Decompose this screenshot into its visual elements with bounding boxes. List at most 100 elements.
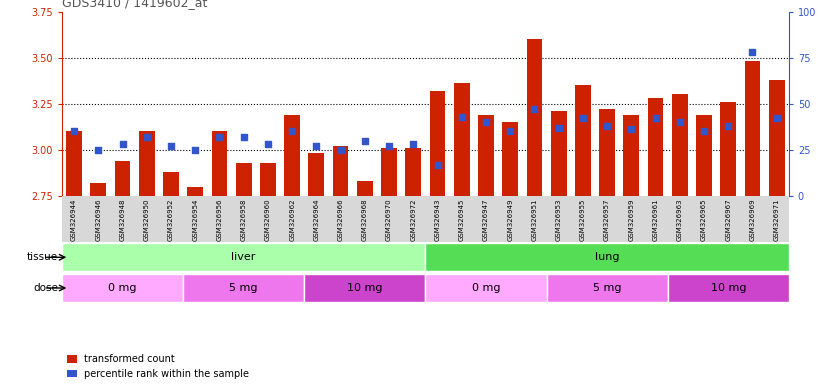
Point (479, 119, 492, 125)
Bar (357, 181, 373, 196)
Bar (381, 148, 397, 196)
Point (68, 128, 81, 134)
Bar (744, 61, 761, 196)
Text: GSM326952: GSM326952 (168, 198, 174, 240)
Point (455, 114, 468, 120)
Point (673, 119, 686, 125)
Text: GSM326967: GSM326967 (725, 198, 731, 241)
Text: GSM326972: GSM326972 (411, 198, 416, 241)
Point (649, 115, 662, 121)
Bar (163, 172, 179, 196)
Text: 0 mg: 0 mg (472, 283, 501, 293)
Bar (260, 163, 276, 196)
Text: GSM326946: GSM326946 (95, 198, 102, 241)
Point (504, 128, 517, 134)
Bar (551, 111, 567, 196)
Text: 10 mg: 10 mg (710, 283, 746, 293)
Text: GSM326964: GSM326964 (313, 198, 320, 241)
Bar (406, 148, 421, 196)
Point (213, 134, 226, 140)
Point (92, 147, 105, 153)
Text: GSM326957: GSM326957 (604, 198, 610, 241)
Point (624, 126, 638, 132)
Point (528, 106, 541, 112)
Text: GSM326956: GSM326956 (216, 198, 222, 241)
Text: tissue: tissue (26, 252, 58, 262)
Bar (235, 163, 252, 196)
Text: GDS3410 / 1419602_at: GDS3410 / 1419602_at (62, 0, 207, 9)
Text: GSM326958: GSM326958 (240, 198, 247, 241)
Bar (284, 115, 300, 196)
Bar (624, 115, 639, 196)
Bar (308, 154, 325, 196)
Bar (526, 39, 543, 196)
Bar (696, 115, 712, 196)
Text: GSM326961: GSM326961 (653, 198, 658, 241)
Text: liver: liver (231, 252, 256, 262)
Point (310, 143, 323, 149)
Bar (62, 274, 183, 302)
Bar (478, 115, 494, 196)
Bar (575, 85, 591, 196)
Text: GSM326968: GSM326968 (362, 198, 368, 241)
Point (577, 115, 590, 121)
Bar (425, 243, 789, 271)
Text: GSM326960: GSM326960 (265, 198, 271, 241)
Point (382, 143, 396, 149)
Text: GSM326951: GSM326951 (531, 198, 538, 241)
Bar (115, 161, 131, 196)
Point (431, 161, 444, 167)
Text: GSM326943: GSM326943 (434, 198, 440, 241)
Text: GSM326962: GSM326962 (289, 198, 295, 241)
Point (722, 123, 735, 129)
Text: 0 mg: 0 mg (108, 283, 137, 293)
Bar (139, 131, 154, 196)
Bar (188, 187, 203, 196)
Text: dose: dose (33, 283, 58, 293)
Bar (667, 274, 789, 302)
Bar (430, 91, 445, 196)
Point (237, 134, 250, 140)
Bar (211, 131, 227, 196)
Bar (425, 274, 547, 302)
Bar (62, 243, 425, 271)
Legend: transformed count, percentile rank within the sample: transformed count, percentile rank withi… (67, 354, 249, 379)
Point (406, 141, 420, 147)
Bar (769, 80, 785, 196)
Text: lung: lung (595, 252, 620, 262)
Text: GSM326950: GSM326950 (144, 198, 150, 241)
Text: GSM326944: GSM326944 (71, 198, 77, 240)
Point (164, 143, 178, 149)
Bar (599, 109, 615, 196)
Point (697, 128, 710, 134)
Bar (66, 131, 82, 196)
Text: GSM326947: GSM326947 (483, 198, 489, 241)
Text: 5 mg: 5 mg (230, 283, 258, 293)
Point (286, 128, 299, 134)
Text: GSM326955: GSM326955 (580, 198, 586, 240)
Point (261, 141, 274, 147)
Text: GSM326953: GSM326953 (556, 198, 562, 241)
Bar (90, 183, 107, 196)
Point (140, 134, 154, 140)
Point (188, 147, 202, 153)
Bar (304, 274, 425, 302)
Bar (720, 102, 736, 196)
Text: GSM326966: GSM326966 (338, 198, 344, 241)
Text: GSM326969: GSM326969 (749, 198, 756, 241)
Text: GSM326963: GSM326963 (676, 198, 683, 241)
Point (116, 141, 129, 147)
Bar (672, 94, 688, 196)
Text: GSM326948: GSM326948 (120, 198, 126, 241)
Point (358, 137, 372, 144)
Point (770, 115, 783, 121)
Text: GSM326970: GSM326970 (386, 198, 392, 241)
Text: GSM326954: GSM326954 (192, 198, 198, 240)
Text: GSM326949: GSM326949 (507, 198, 513, 241)
Text: GSM326971: GSM326971 (774, 198, 780, 241)
Text: GSM326965: GSM326965 (701, 198, 707, 241)
Bar (453, 83, 470, 196)
Point (746, 49, 759, 55)
Text: GSM326945: GSM326945 (458, 198, 465, 240)
Point (334, 147, 347, 153)
